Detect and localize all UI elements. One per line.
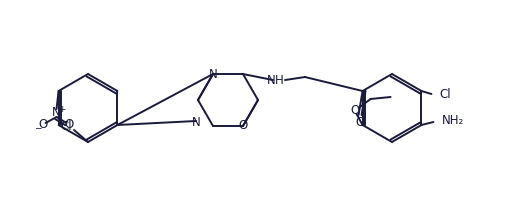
Text: O: O <box>239 120 247 132</box>
Text: O: O <box>350 105 359 117</box>
Text: O: O <box>38 119 47 131</box>
Text: Cl: Cl <box>60 120 72 132</box>
Text: O: O <box>64 119 73 131</box>
Text: N: N <box>192 116 201 128</box>
Text: +: + <box>58 105 65 113</box>
Text: Cl: Cl <box>439 88 451 102</box>
Text: N: N <box>208 67 217 81</box>
Text: O: O <box>355 117 364 130</box>
Text: N: N <box>267 74 276 86</box>
Text: −: − <box>34 124 41 132</box>
Text: NH₂: NH₂ <box>441 114 464 127</box>
Text: H: H <box>275 74 283 86</box>
Text: N: N <box>52 106 61 120</box>
